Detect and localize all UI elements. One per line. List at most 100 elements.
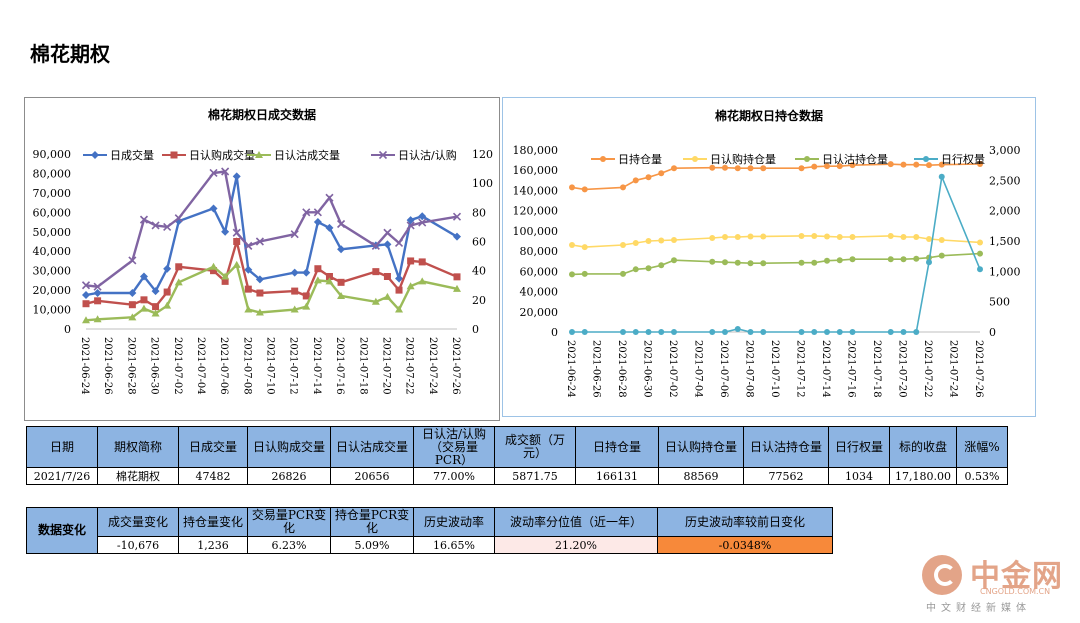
chart2-legend-label: 日认沽持仓量 [822,152,888,166]
chart2-x-tick-label: 2021-07-08 [744,340,755,398]
chart2-data-point [581,270,588,277]
chart1-x-tick-label: 2021-07-04 [195,337,206,395]
chart2-data-point [836,163,843,170]
chart1-data-point [152,303,160,311]
chart1-legend-label: 日认沽/认购 [398,148,457,162]
header-historical-volatility: 历史波动率 [413,507,495,537]
chart1-data-point [313,218,322,227]
chart1-data-point [418,218,427,227]
chart1-data-point [244,241,253,250]
chart1-data-point [128,256,137,265]
chart2-legend-marker [804,156,810,162]
chart2-data-point [913,329,920,335]
chart2-x-tick-label: 2021-06-26 [591,340,602,398]
chart1-data-point [290,230,299,239]
chart1-data-point [453,232,461,241]
chart1-data-point [221,227,230,236]
chart2-data-point [900,256,907,263]
chart2-x-tick-label: 2021-07-26 [973,340,984,398]
chart2-data-point [926,162,932,169]
chart2-data-point [887,256,894,263]
chart1-data-point [325,273,333,280]
chart1-x-tick-label: 2021-07-02 [172,337,183,395]
chart2-data-point [734,325,741,332]
chart1-data-point [325,277,334,285]
chart1-left-tick-label: 90,000 [33,148,72,161]
chart2-data-point [671,329,677,335]
chart2-x-tick-label: 2021-07-22 [922,340,933,398]
value-change-pct: 0.53% [956,467,1008,485]
chart1-data-point [232,172,241,181]
chart2-data-point [798,232,805,239]
chart1-x-tick-label: 2021-07-22 [404,337,415,395]
watermark-url: CNGOLD.COM.CN [980,587,1051,596]
value-oi-pcr-change: 5.09% [330,536,414,554]
chart1-data-point [394,238,404,248]
chart1-legend-label: 日认购成交量 [189,148,255,162]
chart2-left-tick-label: 20,000 [520,306,559,319]
chart2-data-point [671,257,677,264]
chart1-data-point [232,260,241,268]
watermark-tagline: 中文财经新媒体 [926,603,1031,614]
chart1-data-point [255,308,264,316]
summary-value-row: 2021/7/26 棉花期权 47482 26826 20656 77.00% … [26,467,1008,485]
chart2-data-point [581,186,588,193]
chart1-left-tick-label: 30,000 [33,265,72,278]
chart1-data-point [221,277,229,285]
chart1-x-tick-label: 2021-07-16 [334,337,345,395]
chart1-data-point [174,278,183,286]
chart2-data-point [824,233,830,240]
chart2-x-tick-label: 2021-07-02 [667,340,678,398]
chart1-right-tick-label: 40 [472,265,486,278]
chart1-right-tick-label: 20 [472,294,486,307]
chart2-data-point [658,237,665,244]
header-oi-pcr-change: 持仓量PCR变化 [330,507,414,537]
chart1-series-1 [82,172,461,299]
chart2-left-tick-label: 40,000 [520,286,559,299]
chart2-data-point [849,256,856,263]
chart1-data-point [94,297,102,305]
chart1-data-point [163,222,172,231]
chart1-x-tick-label: 2021-07-24 [427,337,438,395]
trade-volume-chart-svg: 棉花期权日成交数据 0 10,000 20,000 30,000 40,000 50,000… [33,107,494,395]
chart2-data-point [632,329,639,335]
chart2-right-tick-label: 1,500 [989,235,1021,248]
chart1-left-tick-label: 10,000 [33,304,72,317]
chart1-right-tick-label: 100 [472,177,493,190]
chart2-left-tick-label: 100,000 [513,225,559,238]
chart2-data-point [632,240,639,247]
header-exercise: 日行权量 [828,426,890,468]
chart2-data-point [798,259,805,266]
chart1-data-point [337,245,346,254]
value-option-name: 棉花期权 [97,467,179,485]
chart1-data-point [291,287,299,295]
chart1-data-point [93,282,102,291]
chart2-data-point [671,165,677,172]
chart2-data-point [645,329,652,335]
chart1-data-point [255,275,264,284]
chart1-data-point [163,301,172,309]
chart2-left-tick-label: 120,000 [513,205,559,218]
chart2-left-tick-label: 180,000 [513,144,559,157]
chart2-title: 棉花期权日持仓数据 [715,108,823,123]
header-call-oi: 日认购持仓量 [658,426,744,468]
chart1-data-point [290,268,299,277]
chart2-data-point [798,165,805,172]
value-open-interest: 166131 [575,467,659,485]
chart1-data-point [418,258,426,266]
watermark-name: 中金网 [970,559,1063,594]
header-volume-pcr: 日认沽/认购（交易量PCR） [413,426,495,468]
chart1-data-point [325,223,334,232]
chart2-data-point [722,164,728,171]
chart1-data-point [371,297,380,305]
chart2-data-point [836,233,843,240]
chart2-data-point [887,161,894,168]
chart1-data-point [232,228,241,237]
chart1-data-point [128,313,137,321]
chart2-legend: 日持仓量 日认购持仓量 日认沽持仓量 日行权量 [591,152,985,166]
chart1-x-tick-label: 2021-07-14 [311,337,322,395]
chart2-series-3 [569,250,983,278]
chart2-data-point [977,250,983,257]
chart2-legend-label: 日认购持仓量 [710,152,776,166]
chart2-data-point [926,235,932,242]
